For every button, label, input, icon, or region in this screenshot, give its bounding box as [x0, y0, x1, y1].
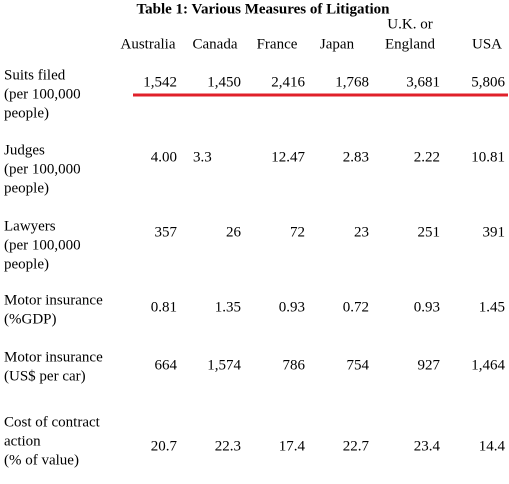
row-label: Cost of contract: [4, 414, 101, 430]
column-header: France: [257, 36, 298, 52]
row-label: (%GDP): [4, 311, 57, 327]
table-cell: 22.7: [343, 438, 370, 454]
table-cell: 3.3: [193, 149, 212, 165]
table-cell: 786: [283, 357, 306, 373]
column-header: U.K. or: [387, 16, 432, 32]
table-cell: 3,681: [406, 74, 440, 90]
table-cell: 72: [290, 224, 305, 240]
row-label: Lawyers: [4, 218, 56, 234]
table-cell: 2,416: [271, 74, 305, 90]
row-label: (per 100,000: [4, 86, 81, 102]
table-cell: 0.93: [414, 299, 440, 315]
table-cell: 1,574: [207, 357, 241, 373]
row-label: Suits filed: [4, 67, 66, 83]
row-label: action: [4, 433, 41, 449]
table-cell: 2.22: [414, 149, 440, 165]
row-label: (per 100,000: [4, 161, 81, 177]
table-cell: 927: [418, 357, 441, 373]
table-cell: 17.4: [279, 438, 306, 454]
table-cell: 5,806: [471, 74, 505, 90]
table-cell: 754: [347, 357, 370, 373]
table-cell: 1,542: [143, 74, 177, 90]
table-cell: 1.35: [215, 299, 241, 315]
row-label: (% of value): [4, 452, 79, 468]
table-cell: 4.00: [151, 149, 177, 165]
table-cell: 26: [226, 224, 242, 240]
column-header: USA: [472, 36, 502, 52]
row-label: (per 100,000: [4, 237, 81, 253]
table-cell: 1.45: [479, 299, 505, 315]
table-cell: 23: [354, 224, 369, 240]
row-label: people): [4, 105, 49, 121]
row-label: Judges: [4, 142, 45, 158]
row-label: Motor insurance: [4, 349, 103, 365]
table-cell: 12.47: [271, 149, 305, 165]
table-cell: 391: [483, 224, 506, 240]
row-label: (US$ per car): [4, 368, 86, 384]
column-header: England: [385, 36, 435, 52]
table-cell: 357: [155, 224, 178, 240]
table-cell: 251: [418, 224, 441, 240]
row-label: people): [4, 180, 49, 196]
table-cell: 1,768: [335, 74, 369, 90]
table-cell: 2.83: [343, 149, 369, 165]
column-header: Canada: [193, 36, 238, 52]
column-header: Japan: [320, 36, 355, 52]
column-header: Australia: [121, 36, 176, 52]
row-label: Motor insurance: [4, 292, 103, 308]
table-cell: 20.7: [151, 438, 178, 454]
table-cell: 10.81: [471, 149, 505, 165]
table-cell: 0.72: [343, 299, 369, 315]
table-title: Table 1: Various Measures of Litigation: [137, 1, 391, 17]
table-cell: 23.4: [414, 438, 441, 454]
table-cell: 0.81: [151, 299, 177, 315]
table-cell: 22.3: [215, 438, 241, 454]
table-cell: 1,450: [207, 74, 241, 90]
row-label: people): [4, 256, 49, 272]
table-cell: 1,464: [471, 357, 505, 373]
table-cell: 14.4: [479, 438, 506, 454]
table-cell: 0.93: [279, 299, 305, 315]
table-cell: 664: [155, 357, 178, 373]
